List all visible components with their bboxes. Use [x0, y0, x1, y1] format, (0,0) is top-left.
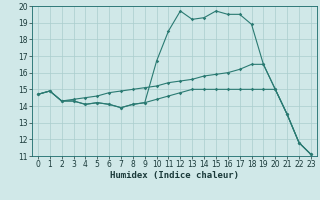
X-axis label: Humidex (Indice chaleur): Humidex (Indice chaleur) [110, 171, 239, 180]
